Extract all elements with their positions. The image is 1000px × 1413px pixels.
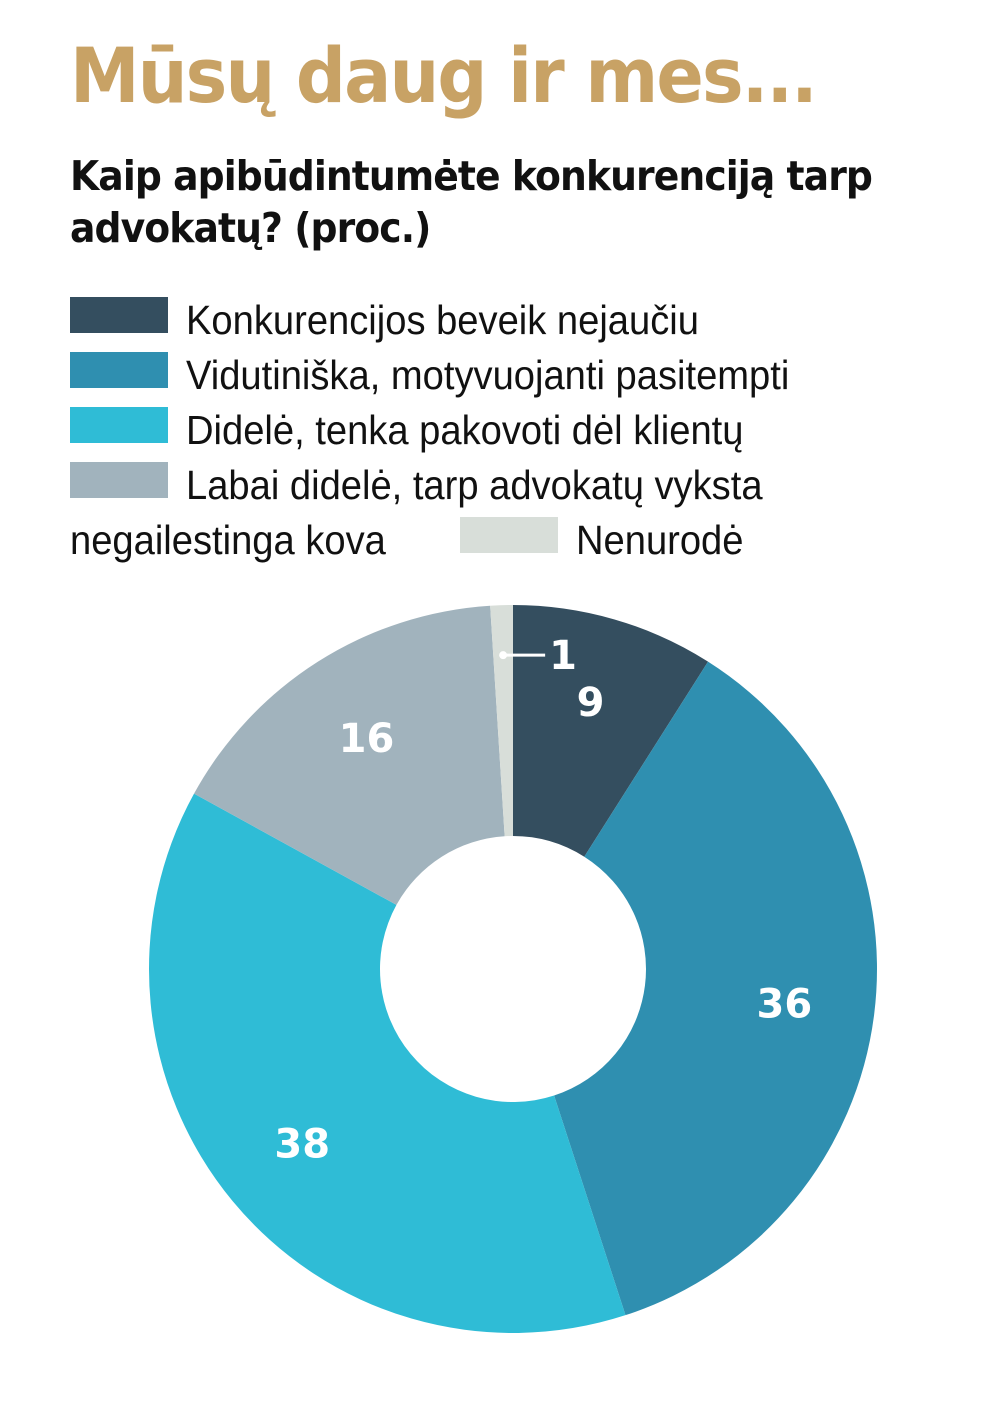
donut-chart: 9 36 38 16 1 xyxy=(148,605,877,1333)
legend-swatch xyxy=(70,407,168,444)
legend-label-continued: negailestinga kova xyxy=(70,516,386,563)
data-label-konkurencijos-beveik: 9 xyxy=(577,680,605,726)
data-label-didele-tenka: 38 xyxy=(274,1121,330,1167)
legend: Konkurencijos beveik nejaučiu Vidutinišk… xyxy=(70,290,970,565)
chart-title: Mūsų daug ir mes... xyxy=(70,31,818,120)
data-label-nenurode: 1 xyxy=(549,633,577,679)
legend-label: Labai didelė, tarp advokatų vyksta xyxy=(186,461,763,508)
legend-item-labai-didele: Labai didelė, tarp advokatų vyksta xyxy=(70,455,970,510)
legend-item-vidutiniska: Vidutiniška, motyvuojanti pasitempti xyxy=(70,345,970,400)
legend-label: Nenurodė xyxy=(575,516,744,563)
legend-swatch xyxy=(70,352,168,389)
legend-swatch xyxy=(70,297,168,334)
chart-subtitle: Kaip apibūdintumėte konkurenciją tarp ad… xyxy=(70,152,873,252)
slice-vidutiniska-motyvuojanti xyxy=(554,661,877,1316)
legend-swatch xyxy=(459,517,558,554)
legend-swatch xyxy=(70,462,168,499)
data-label-labai-didele: 16 xyxy=(339,716,395,762)
slice-didele-tenka xyxy=(148,793,626,1333)
legend-item-konkurencijos: Konkurencijos beveik nejaučiu xyxy=(70,290,970,345)
legend-label: Didelė, tenka pakovoti dėl klientų xyxy=(186,406,744,453)
legend-label: Vidutiniška, motyvuojanti pasitempti xyxy=(186,351,790,398)
slice-nenurode xyxy=(490,605,513,837)
legend-label: Konkurencijos beveik nejaučiu xyxy=(186,296,699,343)
legend-item-didele: Didelė, tenka pakovoti dėl klientų xyxy=(70,400,970,455)
legend-item-nenurode: negailestinga kova Nenurodė xyxy=(70,510,970,565)
data-label-vidutiniska-motyvuojanti: 36 xyxy=(757,981,813,1027)
slice-labai-didele xyxy=(194,605,505,905)
slice-konkurencijos-beveik xyxy=(513,605,709,857)
